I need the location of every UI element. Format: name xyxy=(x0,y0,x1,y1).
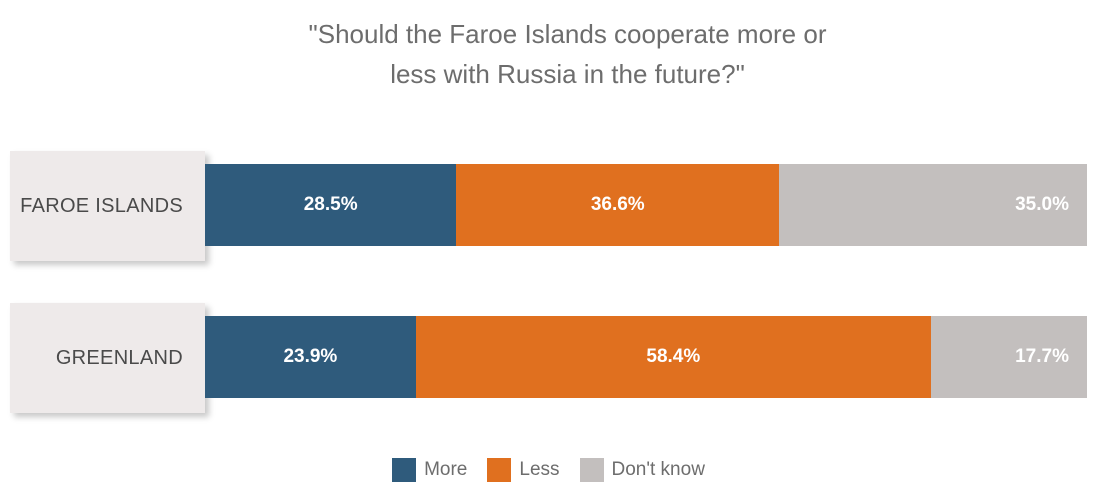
legend-item: More xyxy=(392,458,467,482)
data-label: 23.9% xyxy=(283,346,338,367)
data-label: 17.7% xyxy=(1015,346,1069,367)
bar-segment: 35.0% xyxy=(779,164,1087,246)
legend-label: More xyxy=(424,459,468,480)
category-label: FAROE ISLANDS xyxy=(10,151,205,261)
chart-title-line-2: less with Russia in the future?" xyxy=(390,59,745,89)
legend-swatch xyxy=(392,458,417,482)
data-label: 36.6% xyxy=(590,194,645,215)
chart-title: "Should the Faroe Islands cooperate more… xyxy=(200,14,935,94)
data-label: 28.5% xyxy=(303,194,358,215)
bar-segment: 23.9% xyxy=(205,316,416,398)
bar-segment: 58.4% xyxy=(415,316,931,398)
bar-segment: 36.6% xyxy=(456,164,780,246)
data-label: 58.4% xyxy=(646,346,701,367)
legend-label: Less xyxy=(519,459,560,480)
legend-swatch xyxy=(487,458,512,482)
chart-title-line-1: "Should the Faroe Islands cooperate more… xyxy=(308,19,827,49)
legend-swatch xyxy=(579,458,604,482)
legend-label: Don't know xyxy=(611,459,705,480)
bar-segment: 28.5% xyxy=(205,164,457,246)
bar-segment: 17.7% xyxy=(930,316,1087,398)
chart-legend: More Less Don't know xyxy=(0,457,1097,483)
data-label: 35.0% xyxy=(1015,194,1069,215)
legend-item: Don't know xyxy=(579,458,705,482)
legend-item: Less xyxy=(487,458,560,482)
category-label: GREENLAND xyxy=(10,303,205,413)
